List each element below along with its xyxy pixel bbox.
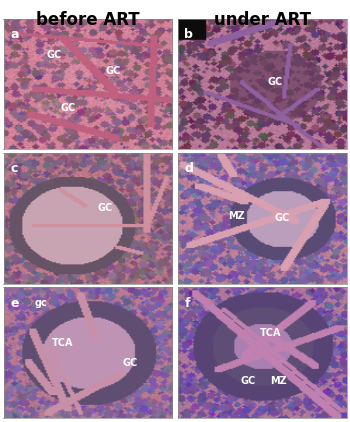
Text: GC: GC — [241, 376, 256, 386]
Text: gc: gc — [34, 298, 47, 308]
Text: f: f — [184, 297, 190, 310]
Text: before ART: before ART — [36, 11, 139, 29]
Text: GC: GC — [47, 51, 62, 60]
Text: GC: GC — [106, 66, 121, 76]
Text: MZ: MZ — [228, 211, 245, 221]
Text: d: d — [184, 162, 193, 176]
Text: GC: GC — [60, 103, 75, 113]
Text: GC: GC — [268, 76, 283, 87]
Text: under ART: under ART — [214, 11, 311, 29]
Text: GC: GC — [122, 358, 138, 368]
Text: c: c — [10, 162, 18, 176]
Text: GC: GC — [97, 203, 112, 213]
Text: TCA: TCA — [52, 338, 74, 349]
Text: GC: GC — [275, 214, 290, 223]
Text: a: a — [10, 28, 19, 41]
Text: b: b — [184, 28, 193, 41]
Text: MZ: MZ — [271, 376, 287, 386]
Text: e: e — [10, 297, 19, 310]
Text: TCA: TCA — [260, 328, 281, 338]
